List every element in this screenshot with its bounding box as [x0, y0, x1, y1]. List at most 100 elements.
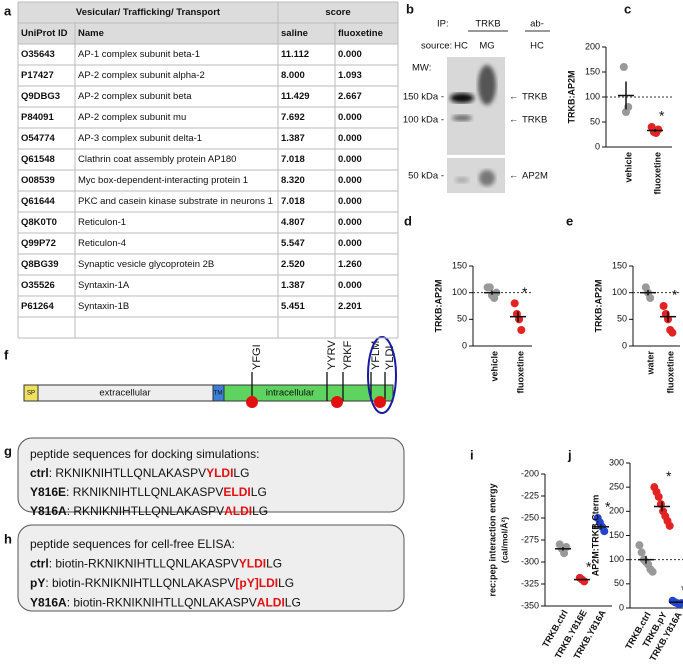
peptide-label: ctrl	[30, 557, 49, 571]
peptide-part: : biotin-RKNIKNIHTLLQNLAKASPV	[49, 557, 239, 571]
blot-label: HC	[454, 41, 468, 52]
band	[450, 93, 474, 103]
blot-label: MG	[479, 41, 494, 52]
table-cell: 1.093	[338, 70, 362, 81]
y-axis-label: (cal/mol/Å²)	[499, 517, 509, 563]
table-cell: Q99P72	[21, 238, 56, 249]
table-cell: Syntaxin-1B	[78, 301, 129, 312]
motif-label: YRKF	[342, 340, 354, 370]
y-tick-label: -350	[521, 600, 539, 610]
table-cell: 0.000	[338, 49, 362, 60]
arrow: ←	[509, 171, 519, 182]
table-cell: AP-2 complex subunit alpha-2	[78, 70, 205, 81]
y-axis-label: TRKB:AP2M	[593, 280, 603, 333]
peptide-part: YLDI	[239, 557, 266, 571]
table-cell: 1.260	[338, 259, 362, 270]
y-tick-label: 100	[585, 91, 600, 101]
table-cell: AP-2 complex subunit mu	[78, 112, 186, 123]
table-cell: O35526	[21, 280, 55, 291]
y-tick-label: 0	[462, 340, 467, 350]
mw-marker: 50 kDa -	[408, 171, 444, 182]
data-point	[668, 328, 677, 337]
peptide-part: : biotin-RKNIKNIHTLLQNLAKASPV	[45, 576, 235, 590]
peptide-part: : RKNIKNIHTLLQNLAKASPV	[67, 504, 224, 518]
blot	[447, 158, 505, 193]
data-point	[665, 521, 674, 530]
table-cell: AP-1 complex subunit beta-1	[78, 49, 200, 60]
data-point	[560, 549, 569, 558]
table-cell: Q9DBG3	[21, 91, 60, 102]
table-cell: O08539	[21, 175, 55, 186]
y-tick-label: 50	[614, 578, 624, 588]
table-cell: 0.000	[338, 133, 362, 144]
peptide-part: : biotin-RKNIKNIHTLLQNLAKASPV	[67, 596, 257, 610]
x-tick-label: vehicle	[623, 152, 633, 183]
table-column-header: UniProt ID	[21, 28, 68, 39]
peptide-line: ctrl: RKNIKNIHTLLQNLAKASPVYLDILG	[30, 466, 249, 480]
y-tick-label: 150	[612, 260, 627, 270]
table-cell: 2.667	[338, 91, 362, 102]
significance: *	[681, 581, 683, 597]
blot-label: TRKB	[475, 19, 500, 30]
table-cell: Myc box-dependent-interacting protein 1	[78, 175, 248, 186]
y-tick-label: -225	[521, 490, 539, 500]
domain-label: TM	[214, 391, 223, 397]
table-cell: O54774	[21, 133, 56, 144]
panel-label: b	[406, 1, 414, 16]
motif-label: YYRV	[326, 340, 338, 370]
peptide-label: Y816E	[30, 485, 66, 499]
table-cell: Synaptic vesicle glycoprotein 2B	[78, 259, 214, 270]
data-point	[580, 577, 589, 586]
y-axis-label: AP2M:TRKB.Cterm	[590, 495, 600, 577]
domain-label: SP	[27, 391, 35, 397]
blot-label: MW:	[412, 63, 431, 74]
table-cell: 0.000	[338, 217, 362, 228]
table-cell: 11.112	[281, 49, 309, 60]
x-tick-label: fluoxetine	[665, 351, 675, 394]
blot-label: source:	[421, 41, 452, 52]
y-tick-label: 150	[609, 530, 624, 540]
table-cell: P61264	[21, 301, 54, 312]
table-cell: 7.018	[281, 196, 305, 207]
y-tick-label: 100	[612, 287, 627, 297]
data-point	[654, 492, 663, 501]
table-cell: Clathrin coat assembly protein AP180	[78, 154, 236, 165]
panel-label: a	[4, 3, 12, 18]
y-axis-label: TRKB:AP2M	[433, 280, 443, 333]
blot-label: IP:	[437, 19, 449, 30]
motif-label: YFGI	[251, 344, 263, 370]
table-cell: 0.000	[338, 112, 362, 123]
peptide-box	[17, 524, 405, 612]
y-tick-label: 50	[617, 314, 627, 324]
table-cell: 8.000	[281, 70, 305, 81]
band-label: AP2M	[522, 171, 548, 182]
peptide-label: pY	[30, 576, 45, 590]
table-column-header: fluoxetine	[338, 28, 383, 39]
mw-marker: 150 kDa -	[403, 92, 444, 103]
significance: *	[666, 468, 672, 484]
peptide-line: ctrl: biotin-RKNIKNIHTLLQNLAKASPVYLDILG	[30, 557, 282, 571]
phospho-site	[374, 396, 386, 408]
peptide-part: YLDI	[206, 466, 233, 480]
data-point	[659, 302, 668, 310]
table-cell: 5.451	[281, 301, 305, 312]
table-cell: 0.000	[338, 175, 362, 186]
panel-label: e	[566, 213, 573, 228]
significance: *	[659, 108, 665, 124]
data-point	[637, 548, 646, 557]
peptide-part: LG	[278, 576, 294, 590]
y-tick-label: 200	[585, 41, 600, 51]
table-cell: 5.547	[281, 238, 305, 249]
panel-label: c	[624, 1, 631, 16]
mw-marker: 100 kDa -	[403, 115, 444, 126]
table-cell: P84091	[21, 112, 54, 123]
panel-label: j	[567, 447, 572, 462]
y-tick-label: -275	[521, 534, 539, 544]
peptide-part: LG	[233, 466, 249, 480]
table-cell: 2.201	[338, 301, 362, 312]
y-tick-label: 150	[452, 260, 467, 270]
data-point	[485, 283, 494, 292]
peptide-label: Y816A	[30, 504, 67, 518]
y-tick-label: 100	[452, 287, 467, 297]
